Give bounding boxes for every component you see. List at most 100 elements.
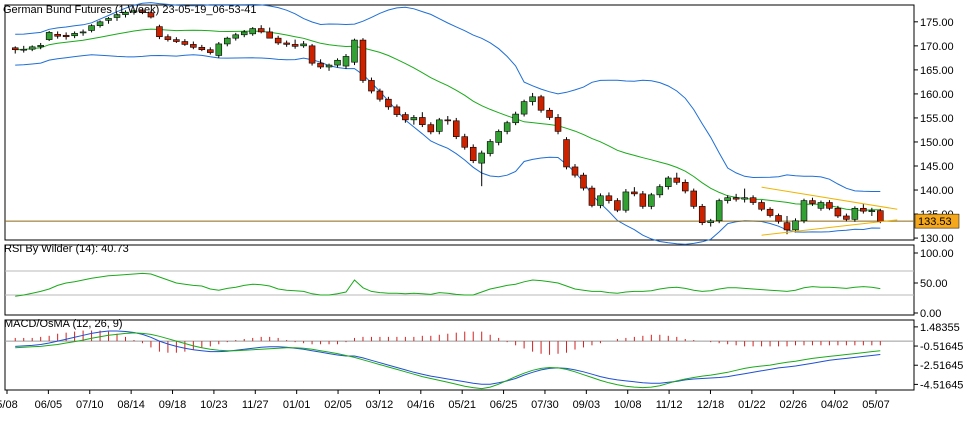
macd-panel-frame: [4, 319, 915, 391]
candle-body: [130, 10, 138, 13]
candle-body: [834, 207, 842, 217]
candle-body: [792, 220, 799, 231]
price-tick-label: 160.00: [920, 89, 954, 101]
candle-body: [240, 31, 248, 36]
candle-body: [681, 182, 689, 192]
candle-body: [45, 32, 53, 40]
candle-body: [656, 186, 664, 196]
date-tick-label: 04/16: [407, 399, 435, 411]
date-tick-label: 03/12: [366, 399, 394, 411]
candle-body: [317, 62, 324, 68]
candle-body: [749, 197, 757, 203]
date-tick-label: 11/12: [656, 399, 683, 411]
candle-body: [622, 191, 630, 211]
date-tick-label: 07/30: [531, 399, 559, 411]
candle-body: [580, 174, 587, 189]
date-tick-label: 5/08: [0, 399, 18, 411]
candle-body: [614, 200, 621, 211]
candle-body: [88, 25, 95, 31]
macd-tick-label: -4.51645: [920, 379, 963, 391]
date-tick-label: 06/05: [35, 399, 63, 411]
candle-body: [173, 39, 180, 42]
candle-body: [563, 139, 570, 168]
candle-body: [690, 190, 697, 207]
date-tick-label: 04/02: [821, 399, 849, 411]
triangle-lower-line: [761, 219, 898, 236]
candle-body: [486, 141, 494, 154]
candle-body: [775, 215, 782, 222]
candle-body: [503, 122, 511, 132]
date-tick-label: 07/10: [76, 399, 104, 411]
candle-body: [385, 98, 392, 108]
candle-body: [79, 31, 87, 34]
candle-body: [257, 28, 265, 33]
candle-body: [198, 46, 206, 50]
candle-body: [334, 59, 341, 66]
candle-body: [665, 177, 672, 187]
candle-body: [215, 43, 223, 56]
candle-body: [444, 119, 452, 122]
candle-body: [28, 46, 36, 50]
candle-body: [732, 197, 740, 200]
date-tick-label: 01/01: [283, 399, 311, 411]
rsi-label: RSI By Wilder (14): 40.73: [4, 243, 129, 255]
price-tick-label: 140.00: [920, 185, 954, 197]
candle-body: [342, 56, 350, 67]
candle-body: [410, 117, 418, 121]
candle-body: [291, 44, 299, 47]
candle-body: [469, 146, 477, 162]
candle-body: [325, 64, 333, 68]
price-tick-label: 145.00: [920, 161, 954, 173]
candle-body: [164, 36, 172, 40]
candle-body: [393, 106, 401, 115]
candle-body: [741, 197, 748, 200]
candle-body: [113, 14, 121, 18]
date-tick-label: 10/23: [200, 399, 228, 411]
date-tick-label: 02/26: [779, 399, 807, 411]
candle-body: [427, 124, 435, 133]
macd-tick-label: -2.51645: [920, 360, 963, 372]
date-tick-label: 12/18: [697, 399, 725, 411]
candle-body: [20, 48, 27, 51]
candle-body: [351, 39, 358, 63]
candle-body: [588, 187, 596, 206]
candle-body: [156, 26, 163, 38]
candle-body: [554, 117, 562, 132]
candle-body: [860, 207, 867, 212]
candle-body: [147, 12, 155, 18]
macd-tick-label: -0.51645: [920, 341, 963, 353]
candle-body: [232, 34, 240, 39]
candle-body: [783, 222, 791, 231]
candle-body: [368, 80, 375, 92]
date-tick-label: 06/25: [490, 399, 518, 411]
macd-label: MACD/OsMA (12, 26, 9): [4, 318, 123, 330]
date-tick-label: 02/05: [324, 399, 352, 411]
candle-body: [122, 11, 129, 15]
candle-body: [274, 37, 282, 44]
candle-body: [758, 202, 765, 210]
candle-body: [478, 152, 485, 164]
candle-body: [283, 42, 290, 45]
date-tick-label: 01/22: [738, 399, 766, 411]
candle-body: [826, 202, 833, 209]
candle-body: [308, 45, 316, 64]
price-panel: [5, 2, 914, 245]
date-tick-label: 05/07: [862, 399, 890, 411]
candle-body: [877, 210, 884, 222]
candle-body: [724, 197, 731, 201]
candle-body: [190, 44, 197, 48]
candle-body: [605, 195, 613, 201]
candle-body: [96, 21, 104, 26]
axes: 175.00 170.00 165.00 160.00 155.00 150.00 145.…: [0, 17, 963, 411]
candle-body: [537, 96, 545, 111]
price-tick-label: 150.00: [920, 137, 954, 149]
candle-body: [529, 96, 536, 102]
price-tick-label: 155.00: [920, 113, 954, 125]
candle-body: [698, 206, 706, 223]
candle-body: [62, 34, 70, 38]
candle-body: [54, 34, 61, 37]
candle-body: [843, 215, 850, 220]
candle-body: [461, 136, 469, 148]
candle-body: [800, 200, 808, 222]
